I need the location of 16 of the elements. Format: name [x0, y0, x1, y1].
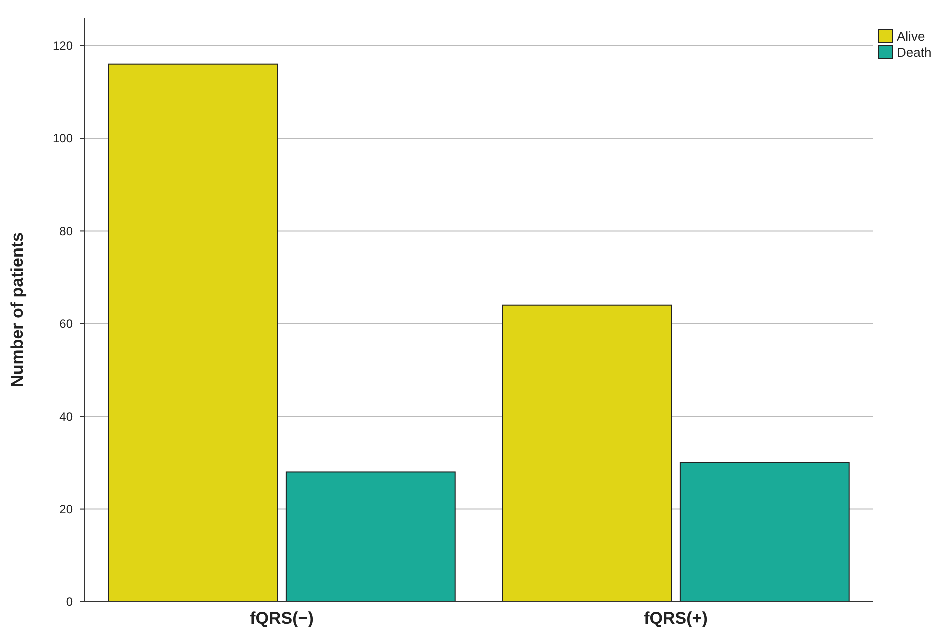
y-tick-label: 60 — [60, 317, 74, 332]
y-axis-title: Number of patients — [8, 232, 27, 388]
bar — [502, 304, 672, 602]
bar — [286, 472, 456, 602]
legend-label: Death — [897, 45, 932, 60]
x-tick-label: fQRS(+) — [644, 609, 708, 628]
y-tick-label: 20 — [60, 502, 74, 516]
y-tick-label: 100 — [52, 132, 74, 146]
y-tick-label: 120 — [52, 39, 74, 54]
y-tick-label: 40 — [60, 410, 74, 424]
x-tick-label: fQRS(−) — [250, 609, 314, 628]
legend-label: Alive — [897, 29, 926, 44]
y-tick-label: 80 — [60, 224, 74, 238]
bar — [680, 462, 850, 602]
bar — [108, 64, 278, 602]
y-tick-label: 0 — [66, 595, 74, 610]
